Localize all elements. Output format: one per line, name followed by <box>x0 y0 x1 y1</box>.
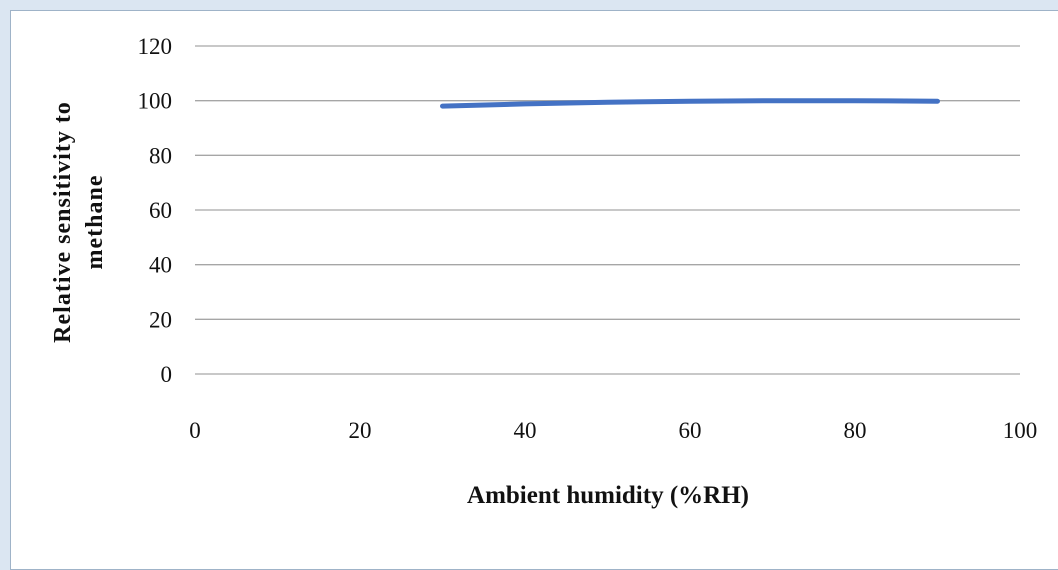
x-tick-label: 60 <box>679 418 702 443</box>
x-axis-label: Ambient humidity (%RH) <box>467 482 749 509</box>
y-tick-label: 40 <box>149 253 172 278</box>
y-tick-label: 120 <box>138 34 173 59</box>
x-tick-labels: 0 20 40 60 80 100 <box>189 418 1037 443</box>
x-tick-label: 80 <box>844 418 867 443</box>
y-axis-label-line-2: methane <box>82 175 108 270</box>
y-tick-label: 20 <box>149 307 172 332</box>
series-layer <box>440 98 940 109</box>
x-tick-label: 20 <box>349 418 372 443</box>
line-chart: 0 20 40 60 80 100 120 0 20 40 60 80 100 Ambient hum… <box>50 34 1037 509</box>
y-tick-label: 100 <box>138 89 173 114</box>
gridlines <box>195 45 1020 375</box>
y-axis-label-line-1: Relative sensitivity to <box>50 101 76 343</box>
y-axis-label: Relative sensitivity to methane <box>50 101 108 343</box>
y-tick-label: 0 <box>161 362 173 387</box>
y-tick-label: 80 <box>149 143 172 168</box>
x-tick-label: 0 <box>189 418 201 443</box>
series-line-0 <box>440 98 940 109</box>
y-tick-labels: 0 20 40 60 80 100 120 <box>138 34 173 387</box>
y-tick-label: 60 <box>149 198 172 223</box>
x-tick-label: 100 <box>1003 418 1038 443</box>
x-tick-label: 40 <box>514 418 537 443</box>
